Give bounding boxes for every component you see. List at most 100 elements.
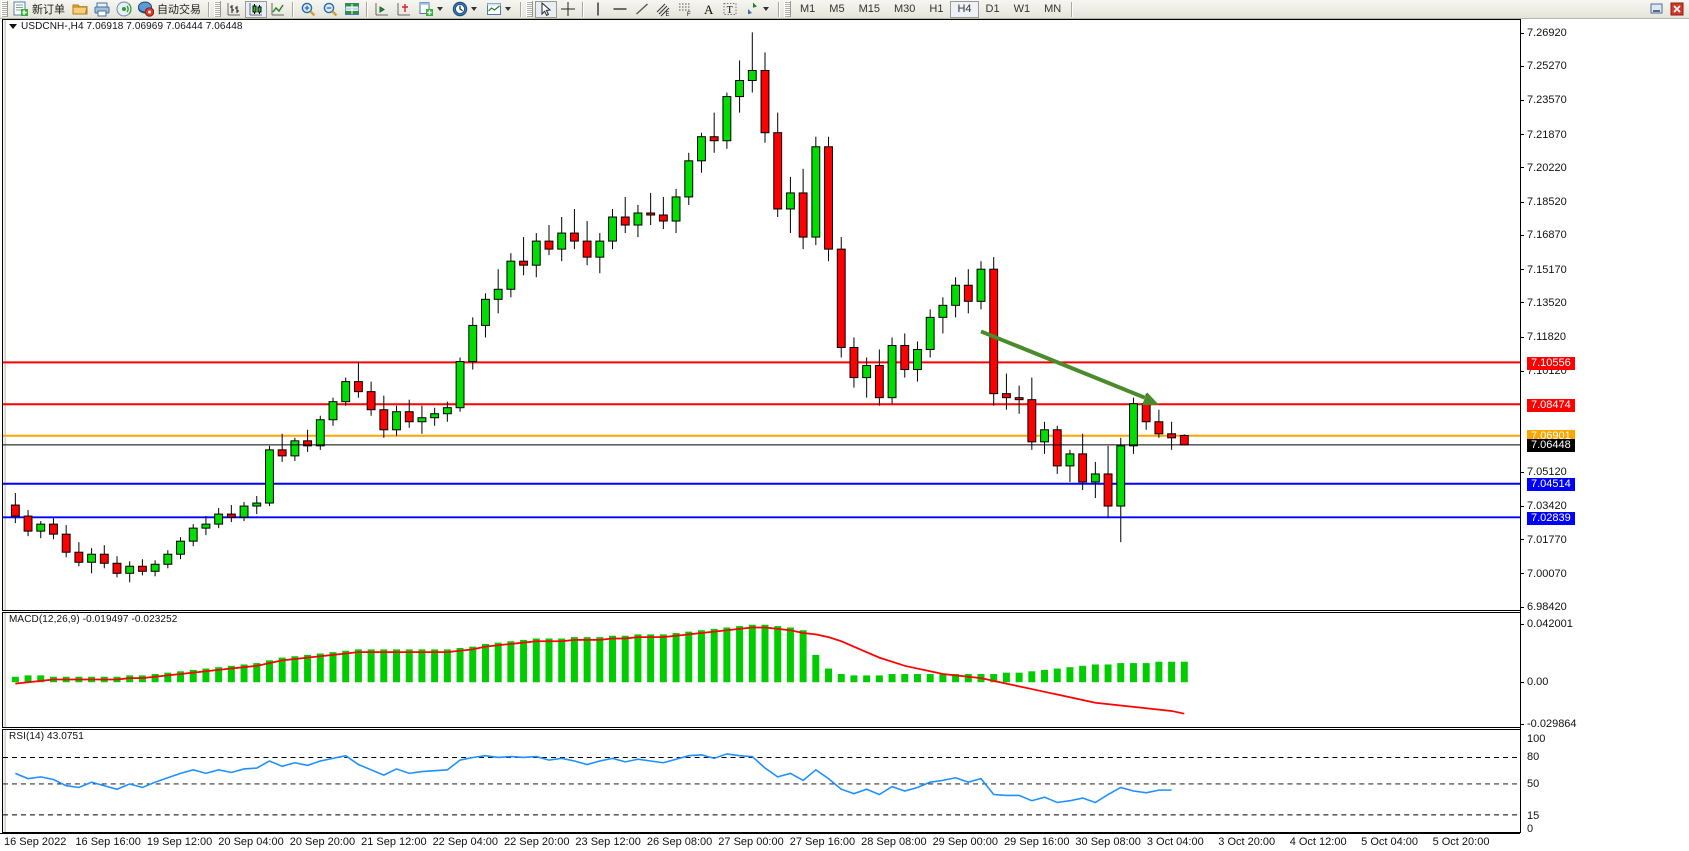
folder-icon [72,1,88,17]
tick-mark [1520,167,1524,169]
tick-label: 7.01770 [1527,533,1567,546]
vertical-line-icon [590,1,606,17]
svg-text:F: F [687,12,691,17]
price-pane-grip[interactable] [3,20,6,610]
time-axis-label: 5 Oct 04:00 [1361,836,1419,848]
rsi-pane[interactable]: RSI(14) 43.0751 [2,729,1520,833]
crosshair-tool-button[interactable] [557,1,579,18]
crosshair-icon [560,1,576,17]
expert-advisors-button[interactable] [69,1,91,18]
timeframe-d1[interactable]: D1 [985,3,1000,15]
zoom-out-button[interactable] [319,1,341,18]
scale-axis-line [1520,19,1521,833]
period-dropdown-caret[interactable] [471,7,477,11]
price-level-tag[interactable]: 7.10556 [1527,356,1575,370]
horizontal-line-button[interactable] [609,1,631,18]
svg-text:T: T [727,5,733,16]
auto-trading-button[interactable]: 自动交易 [135,1,205,18]
templates-button[interactable] [483,1,517,18]
minimize-icon[interactable] [1649,1,1665,17]
rsi-tick: 15 [1520,810,1539,822]
timeframe-m1[interactable]: M1 [800,3,816,15]
macd-pane-grip[interactable] [3,613,6,727]
symbol-dropdown-icon[interactable] [9,23,17,29]
period-button[interactable] [449,1,483,18]
tick-label: 7.16870 [1527,229,1567,242]
timeframe-mn[interactable]: MN [1044,3,1062,15]
arrows-dropdown-caret[interactable] [763,7,769,11]
terminal-button[interactable] [91,1,113,18]
fibonacci-icon: F [678,1,694,18]
zoom-in-icon [300,1,316,17]
tick-mark [1520,505,1524,507]
time-axis[interactable]: 16 Sep 2022 16 Sep 16:00 19 Sep 12:00 20 Se… [0,833,1520,851]
rsi-pane-grip[interactable] [3,730,6,832]
fibonacci-button[interactable]: F [675,1,697,18]
arrows-button[interactable] [741,1,775,18]
tick-mark [1520,134,1524,136]
draw-toolbar-grip[interactable] [526,1,533,17]
tick-mark [1520,99,1524,101]
clock-icon [452,1,468,17]
text-label-button[interactable]: T [719,1,741,18]
new-chart-button[interactable] [415,1,449,18]
window-controls [1649,1,1689,17]
tick-label: 7.25270 [1527,60,1567,73]
price-tick: 6.98420 [1520,601,1567,613]
time-axis-label: 28 Sep 08:00 [861,836,927,848]
time-axis-label: 4 Oct 12:00 [1289,836,1347,848]
chart-plot-area[interactable]: USDCNH-,H4 7.06918 7.06969 7.06444 7.064… [0,19,1520,851]
timeframe-h1[interactable]: H1 [929,3,944,15]
equidistant-channel-button[interactable]: E [653,1,675,18]
price-level-tag[interactable]: 7.08474 [1527,398,1575,412]
cursor-tool-button[interactable] [535,0,557,18]
chart-toolbar-grip[interactable] [214,1,221,17]
templates-dropdown-caret[interactable] [505,7,511,11]
toolbar-grip[interactable] [1,1,8,17]
auto-scroll-button[interactable] [393,1,415,18]
price-level-tag[interactable]: 7.02839 [1527,511,1575,525]
price-tick: 7.25270 [1520,60,1567,72]
tick-label: 7.23570 [1527,94,1567,107]
text-tool-button[interactable]: A [697,1,719,18]
line-chart-button[interactable] [267,1,289,18]
chart-window[interactable]: USDCNH-,H4 7.06918 7.06969 7.06444 7.064… [0,19,1689,851]
time-axis-label: 16 Sep 2022 [4,836,67,848]
shift-end-icon [374,1,390,17]
price-level-tag[interactable]: 7.06448 [1527,439,1575,453]
tick-label: 0 [1527,823,1534,835]
timeframe-toolbar-grip[interactable] [784,1,791,17]
toolbar-separator-3 [366,1,368,17]
timeframe-m15[interactable]: M15 [858,3,880,15]
timeframe-w1[interactable]: W1 [1013,3,1031,15]
timeframe-h4[interactable]: H4 [950,0,979,18]
timeframe-m30[interactable]: M30 [893,3,916,15]
signal-button[interactable] [113,1,135,18]
price-level-tag[interactable]: 7.04514 [1527,478,1575,492]
tick-mark [1520,269,1524,271]
new-order-button[interactable]: 新订单 [10,1,69,18]
time-axis-label: 27 Sep 16:00 [789,836,856,848]
price-scale[interactable]: 7.26920 7.25270 7.23570 7.21870 7.20220 7.185… [1520,19,1689,851]
time-axis-label: 29 Sep 16:00 [1004,836,1070,848]
zoom-in-button[interactable] [297,1,319,18]
line-chart-icon [270,1,286,17]
price-pane[interactable]: USDCNH-,H4 7.06918 7.06969 7.06444 7.064… [2,19,1520,611]
close-icon[interactable] [1669,1,1685,17]
tick-mark [1520,234,1524,236]
tick-mark [1520,201,1524,203]
macd-pane[interactable]: MACD(12,26,9) -0.019497 -0.023252 [2,612,1520,728]
vertical-line-button[interactable] [587,1,609,18]
data-window-button[interactable] [341,1,363,18]
candlestick-chart-button[interactable] [245,0,267,18]
new-chart-dropdown-caret[interactable] [437,7,443,11]
bar-chart-button[interactable] [223,1,245,18]
shift-chart-button[interactable] [371,1,393,18]
time-axis-label: 21 Sep 12:00 [361,836,427,848]
trendline-button[interactable] [631,1,653,18]
tick-mark [1520,681,1524,683]
price-tick: 7.16870 [1520,229,1567,241]
tick-label: 50 [1527,778,1540,790]
timeframe-m5[interactable]: M5 [829,3,845,15]
tick-mark [1520,370,1524,372]
